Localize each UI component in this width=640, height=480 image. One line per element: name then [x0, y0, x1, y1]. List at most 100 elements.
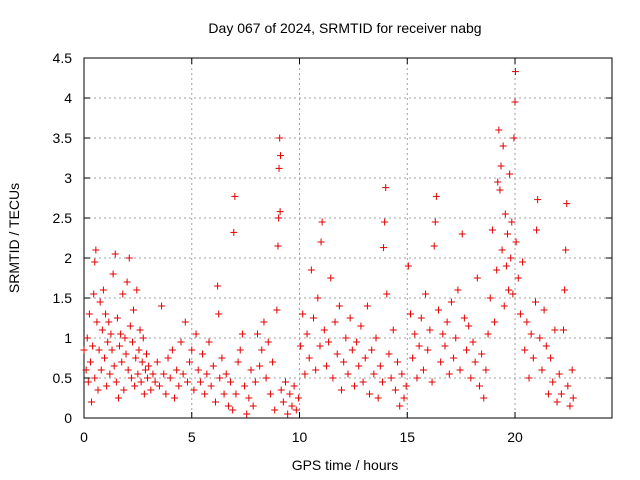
data-point	[378, 378, 386, 386]
x-tick-labels: 0 5 10 15 20	[80, 429, 523, 445]
data-point	[173, 366, 181, 374]
data-point	[553, 398, 561, 406]
data-point	[205, 338, 213, 346]
data-point	[529, 354, 537, 362]
data-point	[486, 294, 494, 302]
x-axis-label: GPS time / hours	[292, 457, 399, 473]
data-point	[97, 366, 105, 374]
data-point	[227, 378, 235, 386]
data-point	[560, 326, 568, 334]
data-point	[110, 362, 118, 370]
data-point	[385, 350, 393, 358]
data-point	[506, 170, 514, 178]
x-tick-label: 10	[292, 429, 308, 445]
data-point	[136, 326, 144, 334]
data-point	[460, 314, 468, 322]
data-point	[260, 318, 268, 326]
data-point	[109, 270, 117, 278]
data-point	[521, 346, 529, 354]
data-point	[411, 330, 419, 338]
data-point	[511, 98, 519, 106]
data-point	[106, 370, 114, 378]
data-point	[491, 318, 499, 326]
data-point	[294, 394, 302, 402]
data-point	[220, 390, 228, 398]
data-point	[192, 330, 200, 338]
y-tick-label: 0.5	[53, 370, 73, 386]
data-point	[266, 390, 274, 398]
data-point	[495, 126, 503, 134]
y-tick-label: 3.5	[53, 130, 73, 146]
data-point	[312, 366, 320, 374]
grid-lines	[84, 58, 612, 418]
data-point	[91, 258, 99, 266]
data-point	[108, 346, 116, 354]
data-point	[141, 366, 149, 374]
data-point	[155, 382, 163, 390]
data-point	[145, 362, 153, 370]
data-point	[467, 374, 475, 382]
data-point	[509, 290, 517, 298]
data-point	[249, 402, 257, 410]
data-point	[175, 382, 183, 390]
data-point	[238, 330, 246, 338]
y-tick-label: 1.5	[53, 290, 73, 306]
data-point	[122, 350, 130, 358]
data-point	[82, 366, 90, 374]
data-point	[435, 306, 443, 314]
data-point	[113, 314, 121, 322]
data-point	[511, 68, 519, 76]
data-point	[417, 314, 425, 322]
data-point	[118, 358, 126, 366]
data-point	[229, 406, 237, 414]
x-tick-label: 15	[399, 429, 415, 445]
data-point	[396, 402, 404, 410]
data-point	[422, 290, 430, 298]
data-point	[107, 330, 115, 338]
data-point	[222, 370, 230, 378]
data-point	[207, 382, 215, 390]
data-point	[450, 354, 458, 362]
data-point	[494, 178, 502, 186]
data-point	[203, 370, 211, 378]
data-point	[471, 358, 479, 366]
x-tick-label: 5	[188, 429, 196, 445]
data-point	[186, 358, 194, 366]
data-point	[310, 314, 318, 322]
data-point	[245, 394, 253, 402]
data-point	[542, 342, 550, 350]
data-point	[327, 274, 335, 282]
data-point	[139, 334, 147, 342]
data-point	[181, 318, 189, 326]
data-point	[116, 342, 124, 350]
data-point	[151, 378, 159, 386]
data-point	[389, 326, 397, 334]
data-point	[149, 370, 157, 378]
data-point	[473, 274, 481, 282]
y-tick-label: 1	[64, 330, 72, 346]
data-point	[519, 258, 527, 266]
data-point	[144, 374, 152, 382]
data-point	[179, 370, 187, 378]
data-point	[128, 338, 136, 346]
data-point	[431, 218, 439, 226]
data-point	[301, 370, 309, 378]
data-point	[331, 318, 339, 326]
data-point	[503, 230, 511, 238]
data-point	[120, 386, 128, 394]
data-point	[111, 250, 119, 258]
y-tick-label: 2.5	[53, 210, 73, 226]
data-point	[527, 330, 535, 338]
data-point	[232, 390, 240, 398]
y-tick-label: 2	[64, 250, 72, 266]
data-point	[561, 286, 569, 294]
data-point	[126, 322, 134, 330]
x-tick-label: 0	[80, 429, 88, 445]
data-point	[103, 382, 111, 390]
data-point	[381, 218, 389, 226]
data-point	[374, 394, 382, 402]
data-point	[484, 330, 492, 338]
data-point	[368, 346, 376, 354]
data-point	[196, 378, 204, 386]
